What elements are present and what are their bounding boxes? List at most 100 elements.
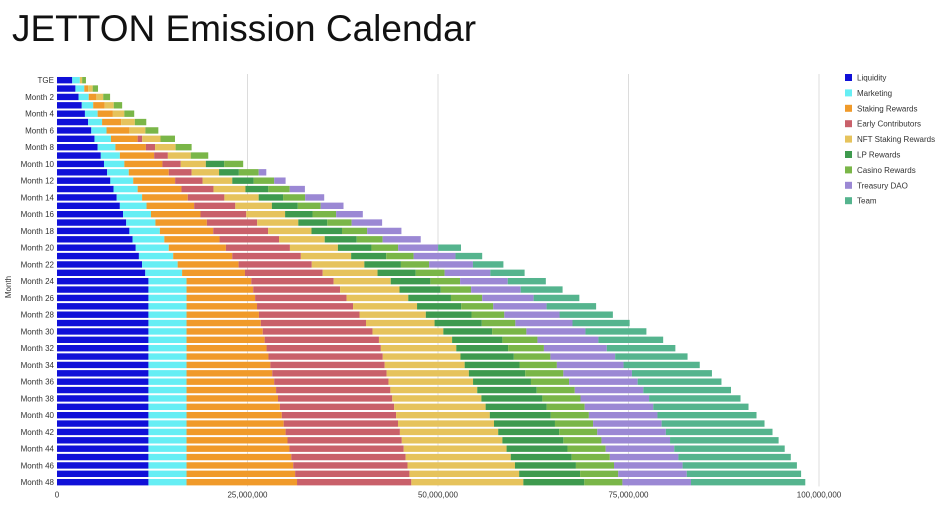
bar-segment — [364, 261, 401, 268]
bar-segment — [57, 462, 149, 469]
bar-segment — [123, 210, 151, 218]
bar-segment — [502, 437, 564, 444]
bar-segment — [429, 261, 473, 268]
bar-segment — [386, 252, 414, 260]
bar-segment — [401, 437, 503, 444]
bar-segment — [162, 160, 181, 168]
bar-segment — [148, 336, 187, 344]
bar-segment — [311, 227, 342, 235]
bar-segment — [384, 361, 465, 369]
bar-segment — [57, 102, 82, 109]
bar-segment — [57, 453, 149, 461]
bar-segment — [97, 143, 116, 151]
bar-segment — [134, 118, 147, 126]
bar-segment — [186, 386, 277, 394]
bar-segment — [112, 110, 125, 117]
bar-segment — [550, 353, 616, 360]
bar-segment — [400, 261, 430, 268]
bar-segment — [291, 453, 406, 461]
bar-segment — [485, 403, 547, 411]
bar-segment — [57, 478, 149, 486]
bar-segment — [268, 227, 312, 235]
bar-segment — [281, 411, 397, 419]
bar-segment — [277, 395, 393, 402]
bar-segment — [57, 378, 149, 385]
legend-label: Team — [857, 197, 877, 206]
bar-segment — [72, 76, 80, 84]
bar-segment — [88, 93, 97, 101]
bar-segment — [186, 311, 259, 318]
bar-segment — [107, 169, 129, 176]
legend-swatch — [845, 74, 852, 81]
bar-segment — [146, 202, 195, 210]
bar-segment — [251, 277, 334, 285]
bar-segment — [649, 395, 741, 402]
bar-segment — [57, 210, 124, 218]
bar-segment — [186, 403, 280, 411]
bar-segment — [148, 286, 187, 293]
bar-segment — [285, 428, 400, 436]
bar-segment — [155, 219, 207, 226]
bar-segment — [57, 303, 149, 310]
bar-segment — [274, 378, 389, 385]
bar-segment — [609, 453, 679, 461]
bar-segment — [490, 269, 525, 277]
bar-segment — [643, 386, 731, 394]
bar-segment — [461, 303, 494, 310]
bar-segment — [682, 462, 797, 469]
bar-segment — [116, 194, 143, 201]
bar-segment — [507, 277, 546, 285]
bar-segment — [623, 361, 700, 369]
bar-segment — [145, 143, 156, 151]
bar-segment — [571, 453, 610, 461]
bar-segment — [224, 160, 244, 168]
bar-segment — [665, 428, 773, 436]
bar-segment — [119, 202, 147, 210]
bar-segment — [489, 411, 551, 419]
bar-segment — [115, 143, 146, 151]
y-tick-label: Month 38 — [21, 394, 55, 403]
bar-segment — [514, 462, 576, 469]
bar-segment — [438, 244, 461, 251]
bar-segment — [394, 403, 486, 411]
bar-segment — [258, 169, 267, 176]
y-tick-label: Month 42 — [21, 428, 55, 437]
bar-segment — [57, 344, 149, 352]
bar-segment — [57, 395, 149, 402]
bar-segment — [473, 378, 531, 385]
bar-segment — [57, 420, 149, 427]
bar-segment — [245, 185, 269, 193]
bar-segment — [57, 311, 149, 318]
bar-segment — [258, 194, 284, 201]
bar-segment — [148, 462, 187, 469]
bar-segment — [670, 437, 779, 444]
bar-segment — [213, 227, 269, 235]
legend-label: Early Contributors — [857, 120, 921, 129]
bar-segment — [297, 202, 321, 210]
y-tick-label: Month 28 — [21, 311, 55, 320]
bar-segment — [150, 210, 201, 218]
legend-label: Treasury DAO — [857, 181, 908, 190]
bar-segment — [155, 143, 176, 151]
y-tick-label: Month 18 — [21, 227, 55, 236]
bar-segment — [341, 227, 368, 235]
bar-segment — [271, 202, 298, 210]
bar-segment — [57, 194, 117, 201]
bar-segment — [186, 437, 288, 444]
bar-segment — [244, 269, 323, 277]
bar-segment — [57, 160, 104, 168]
bar-segment — [186, 303, 258, 310]
bar-segment — [91, 127, 107, 134]
y-tick-label: Month 24 — [21, 277, 55, 286]
legend-label: Staking Rewards — [857, 104, 917, 113]
bar-segment — [93, 102, 105, 109]
bar-segment — [186, 445, 290, 452]
bar-segment — [57, 127, 92, 134]
bar-segment — [556, 361, 624, 369]
bar-segment — [129, 227, 160, 235]
bar-segment — [57, 85, 76, 92]
bar-segment — [257, 303, 354, 310]
bar-segment — [225, 244, 290, 251]
bar-segment — [57, 428, 149, 436]
bar-segment — [293, 462, 408, 469]
